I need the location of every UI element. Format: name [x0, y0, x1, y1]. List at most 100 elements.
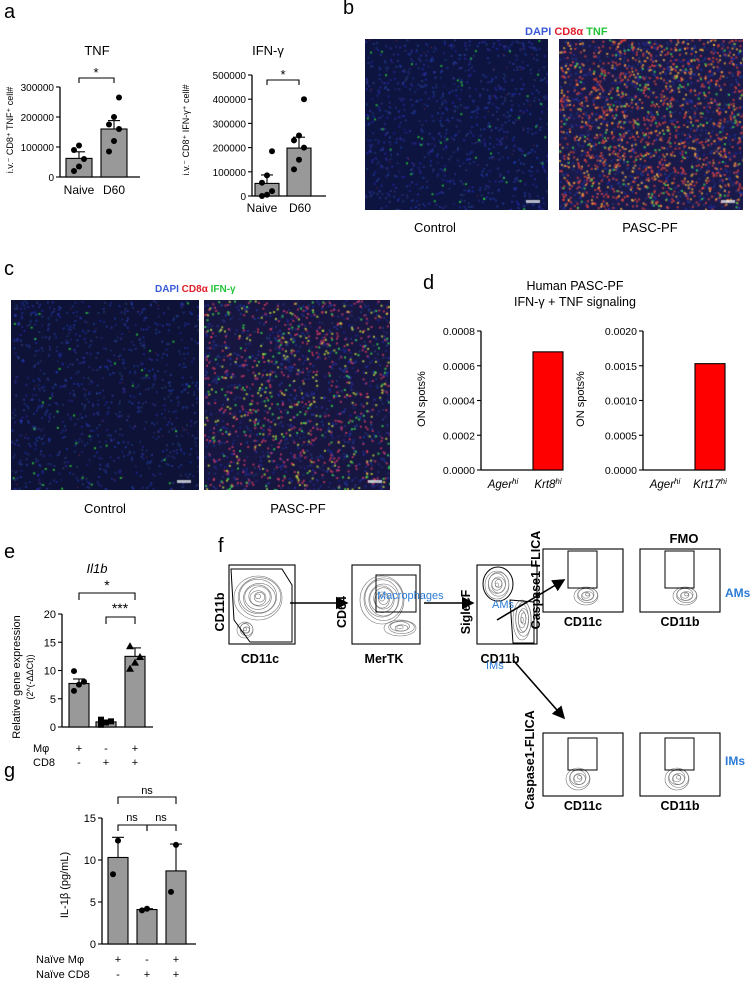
contour: [239, 578, 277, 614]
contour: [373, 587, 394, 610]
data-point: [131, 658, 139, 666]
panel-letter-f: f: [218, 535, 224, 557]
e-title: Il1b: [87, 561, 108, 576]
legend-dapi: DAPI: [525, 26, 551, 38]
pasc-tnf-image: [559, 39, 743, 210]
contour: [253, 592, 266, 603]
significance-mark: ns: [155, 812, 167, 824]
y-tick-label: 0.0000: [443, 465, 475, 477]
data-point: [264, 191, 270, 198]
contour: [581, 591, 591, 599]
row-label-cd8: CD8: [33, 757, 55, 769]
y-tick-label: 0.0008: [443, 326, 475, 338]
flow-panel: CD11c CD11b MerTK CD64 CD11b SiglecF Cas…: [213, 531, 750, 813]
contour: [249, 590, 267, 606]
flow-axis-y: Caspase1 FLICA: [529, 531, 543, 630]
contour: [368, 583, 399, 617]
row-value: -: [116, 969, 120, 981]
y-tick-label: 0.0010: [605, 396, 637, 408]
contour: [369, 585, 395, 613]
krt8-bar-chart: ON spots% 0.0000 0.0002 0.0004 0.0006 0.0008…: [416, 326, 564, 491]
x-tick-superscript: hi: [555, 477, 561, 486]
contour: [573, 774, 583, 783]
contour: [378, 593, 389, 605]
gate: [230, 568, 293, 643]
caspase-gate: [567, 550, 598, 589]
data-point: [259, 179, 265, 186]
x-tick-label: Krt17hi: [693, 477, 727, 491]
ims-gate: [509, 599, 535, 644]
y-tick-label: 0: [48, 173, 54, 184]
y-axis-label: IL-1β (pg/mL): [59, 852, 71, 918]
contour: [364, 579, 400, 618]
x-tick-label: Agerhi: [487, 477, 519, 491]
y-axis-label-line1: Relative gene expression: [11, 615, 23, 739]
significance-mark: *: [93, 65, 98, 80]
flow-axis-y: CD11b: [213, 592, 227, 631]
significance-bracket: [117, 824, 148, 831]
legend-cd8a: CD8α: [551, 26, 583, 38]
data-point: [296, 132, 302, 139]
chart-title: TNF: [84, 43, 109, 58]
gate-macrophages-label: Macrophages: [377, 590, 444, 602]
panel-letter-b: b: [343, 0, 354, 19]
pasc-ifng-image: [204, 300, 390, 490]
flow-plot-ams-fmo: [639, 548, 721, 613]
flow-axis-x: CD11c: [241, 652, 279, 666]
y-axis-label: i.v.⁻ CD8⁺ IFN-γ⁺ cell#: [181, 84, 191, 175]
significance-mark: ***: [112, 600, 129, 616]
contour: [573, 586, 599, 606]
data-point: [71, 168, 77, 174]
data-point: [111, 138, 117, 144]
significance-mark: ns: [126, 812, 138, 824]
d-title-line2: IFN-γ + TNF signaling: [514, 295, 636, 309]
c-legend: DAPI CD8α IFN-γ: [155, 284, 236, 295]
data-point: [259, 193, 265, 199]
contour: [396, 625, 404, 630]
caspase-gate: [664, 737, 695, 771]
significance-bracket: [78, 592, 136, 600]
y-tick-label: 100000: [21, 143, 55, 154]
x-tick-superscript: hi: [674, 477, 680, 486]
y-tick-label: 200000: [21, 113, 55, 124]
data-point: [269, 188, 275, 195]
gate-ims-label: IMs: [486, 660, 504, 672]
y-axis-label: ON spots%: [575, 371, 587, 427]
significance-bracket: [105, 616, 136, 624]
side-ims-label: IMs: [725, 754, 745, 768]
y-axis-label-line2: (2^(-ΔΔCt)): [25, 654, 35, 699]
row-value: +: [173, 954, 179, 966]
contour: [374, 591, 390, 609]
bar: [694, 363, 726, 471]
label-pasc-pf: PASC-PF: [270, 501, 325, 516]
y-tick-label: 0.0002: [443, 430, 475, 442]
flow-axis-y: Caspase1-FLICA: [523, 710, 537, 809]
data-point: [115, 837, 121, 844]
fmo-label: FMO: [670, 531, 699, 546]
data-point: [111, 114, 117, 120]
row-label-naive-cd8: Naïve CD8: [36, 969, 90, 981]
row-label-mphi: Mφ: [33, 743, 49, 755]
svg-text:DAPI CD8α IFN-γ: DAPI CD8α IFN-γ: [155, 284, 236, 295]
y-tick-label: 5: [50, 694, 56, 706]
significance-bracket: [266, 79, 300, 85]
contour: [379, 595, 385, 602]
flow-axis-x: CD11b: [661, 799, 700, 813]
y-tick-label: 10: [84, 855, 96, 867]
d-title-line1: Human PASC-PF: [526, 279, 623, 293]
flow-plot-ams-caspase: [542, 548, 624, 613]
x-tick-label: Naive: [247, 201, 278, 215]
data-point: [71, 147, 77, 153]
flow-axis-x: MerTK: [365, 652, 404, 666]
panel-letter-g: g: [4, 760, 15, 782]
legend-dapi: DAPI: [155, 284, 179, 295]
bar: [136, 909, 158, 945]
krt17-bar-chart: ON spots% 0.0000 0.0005 0.0010 0.0015 0.0020…: [575, 326, 727, 491]
contour: [672, 773, 685, 785]
y-tick-label: 10: [44, 666, 56, 678]
data-point: [98, 716, 104, 723]
contour: [565, 767, 591, 791]
contour: [680, 591, 693, 601]
